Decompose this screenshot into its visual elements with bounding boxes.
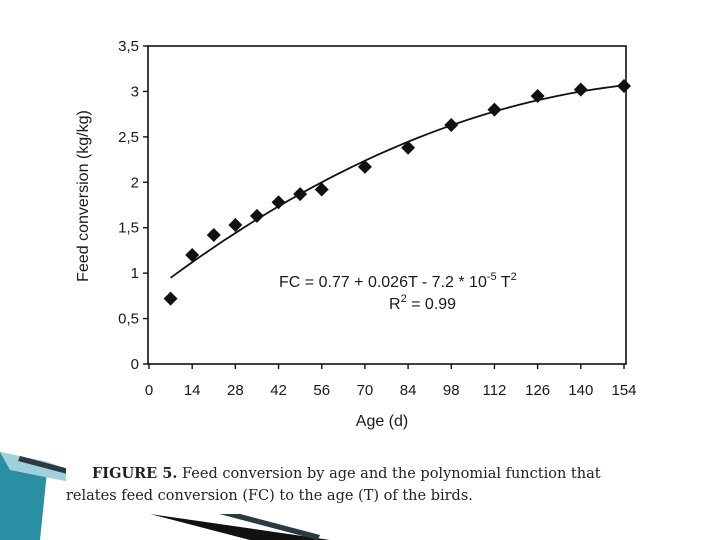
y-tick-label: 1 [131,265,139,282]
y-tick-label: 3 [131,83,139,100]
data-point [185,247,200,262]
polynomial-fit-line [170,84,625,279]
fit-equation: FC = 0.77 + 0.026T - 7.2 * 10-5 T2 [279,271,517,291]
data-point [573,82,588,97]
y-axis-label: Feed conversion (kg/kg) [75,110,92,282]
data-point [487,102,502,117]
data-point [314,182,329,197]
feed-conversion-chart: 0 0,5 1 1,5 2 2,5 3 3,5 0 14 28 42 56 70 84 98 112 126 140… [75,38,637,430]
plot-frame [147,45,627,365]
data-point [228,217,243,232]
r-squared-square: 2 [401,293,407,305]
r-squared-value: = 0.99 [407,296,456,313]
x-tick-label: 126 [525,382,550,399]
data-point [357,159,372,174]
y-tick-label: 0,5 [118,311,139,328]
axes [143,45,627,369]
r-squared-r: R [389,296,401,313]
x-tick-label: 28 [227,382,244,399]
figure-label: FIGURE 5. [92,465,178,482]
data-point [206,227,221,242]
fit-equation-main: FC = 0.77 + 0.026T - 7.2 * 10 [279,274,487,291]
caption-line-1: FIGURE 5. Feed conversion by age and the… [92,463,601,485]
x-axis-label: Age (d) [356,413,408,430]
x-tick-label: 56 [313,382,330,399]
x-tick-label: 42 [270,382,287,399]
x-tick-label: 140 [568,382,593,399]
data-point [530,88,545,103]
figure-caption: FIGURE 5. Feed conversion by age and the… [66,460,666,514]
y-tick-label: 2 [131,174,139,191]
x-tick-label: 84 [400,382,417,399]
caption-text-1: Feed conversion by age and the polynomia… [177,466,601,482]
data-point [617,78,631,93]
y-tick-label: 2,5 [118,129,139,146]
y-tick-label: 0 [131,356,139,373]
data-point [444,118,459,133]
y-tick-label: 3,5 [118,38,139,55]
data-point [293,187,308,202]
x-tick-label: 0 [145,382,153,399]
decor-dark-wedge [150,514,330,540]
fit-equation-square: 2 [511,271,517,283]
y-tick-label: 1,5 [118,220,139,237]
x-tick-label: 14 [184,382,201,399]
fit-equation-exponent: -5 [487,271,497,283]
data-point [249,208,264,223]
caption-line-2: relates feed conversion (FC) to the age … [66,488,473,504]
data-point [401,140,416,155]
fit-equation-t: T [497,274,511,291]
r-squared: R2 = 0.99 [389,293,456,313]
data-point [271,195,286,210]
data-point [163,291,178,306]
x-tick-label: 98 [443,382,460,399]
x-tick-label: 154 [611,382,636,399]
x-tick-label: 70 [357,382,374,399]
x-tick-label: 112 [482,382,506,399]
data-points [163,78,631,306]
tick-labels: 0 0,5 1 1,5 2 2,5 3 3,5 0 14 28 42 56 70 84 98 112 126 140… [118,38,636,399]
